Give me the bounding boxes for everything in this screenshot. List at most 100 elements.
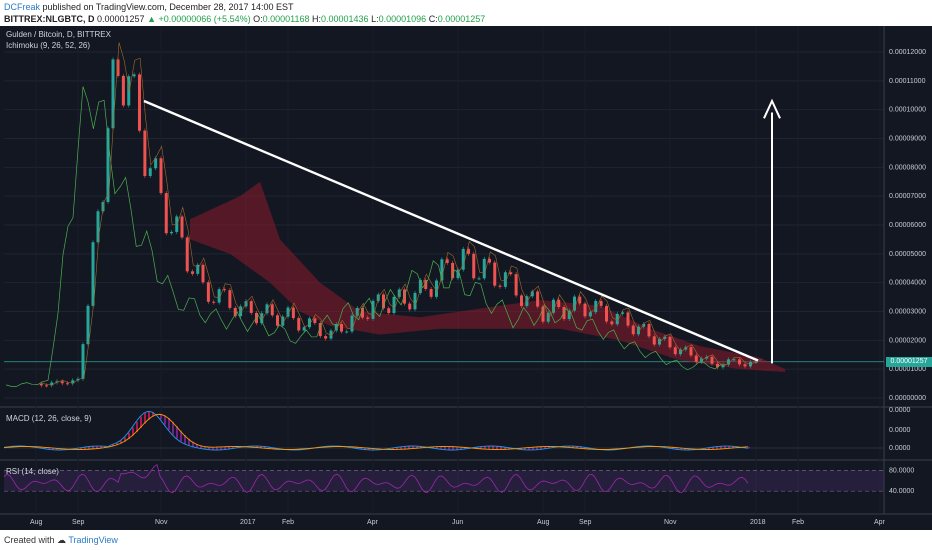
macd-histogram-bar [584, 447, 586, 449]
macd-y-tick: 0.0000 [889, 427, 911, 434]
macd-histogram-bar [672, 447, 674, 449]
macd-histogram-bar [432, 446, 434, 449]
macd-y-tick: 0.0000 [889, 407, 911, 414]
macd-histogram-bar [148, 411, 150, 420]
macd-histogram-bar [720, 446, 722, 450]
macd-histogram-bar [268, 446, 270, 449]
tradingview-logo-icon[interactable]: ☁ [57, 535, 67, 545]
macd-histogram-bar [180, 430, 182, 442]
macd-histogram-bar [176, 426, 178, 439]
macd-histogram-bar [408, 446, 410, 449]
target-arrow-head [763, 98, 781, 119]
x-tick-label: 2017 [240, 519, 256, 526]
macd-histogram-bar [748, 446, 750, 449]
macd-histogram-bar [704, 448, 706, 450]
x-tick-label: Aug [537, 519, 550, 526]
macd-histogram-bar [220, 446, 222, 450]
x-tick-label: Apr [367, 519, 379, 526]
macd-histogram-bar [524, 447, 526, 450]
macd-histogram-bar [476, 447, 478, 449]
price-change: ▲ +0.00000066 (+5.54%) [147, 14, 251, 24]
macd-label[interactable]: MACD (12, 26, close, 9) [6, 414, 92, 423]
macd-histogram-bar [532, 447, 534, 450]
macd-histogram-bar [504, 447, 506, 450]
macd-histogram-bar [92, 446, 94, 450]
macd-histogram-bar [528, 447, 530, 450]
macd-histogram-bar [112, 444, 114, 447]
macd-histogram-bar [508, 447, 510, 450]
macd-histogram-bar [724, 446, 726, 449]
close-label: C: [428, 14, 438, 24]
macd-histogram-bar [416, 446, 418, 449]
author-link[interactable]: DCFreak [4, 2, 41, 12]
symbol-label: BITTREX:NLGBTC, D [4, 14, 95, 24]
ichimoku-label[interactable]: Ichimoku (9, 26, 52, 26) [6, 41, 91, 50]
chart-canvas[interactable]: 0.00012000 0.00011000 0.00010000 0.00009000… [0, 26, 932, 530]
macd-signal-line [3, 413, 749, 450]
low-label: L: [371, 14, 379, 24]
macd-histogram-bar [144, 412, 146, 424]
macd-line [3, 410, 749, 451]
close-value: 0.00001257 [437, 14, 486, 24]
ohlc-line: BITTREX:NLGBTC, D 0.00001257 ▲ +0.000000… [4, 14, 485, 24]
macd-histogram-bar [460, 447, 462, 450]
macd-histogram-bar [100, 446, 102, 449]
tradingview-brand[interactable]: TradingView [68, 535, 118, 545]
macd-histogram-bar [80, 447, 82, 450]
y-tick-label: 0.00012000 [889, 49, 926, 56]
x-tick-label: Feb [792, 519, 804, 526]
macd-histogram-bar [548, 446, 550, 449]
y-tick-label: 0.00004000 [889, 280, 926, 287]
y-tick-label: 0.00007000 [889, 193, 926, 200]
low-value: 0.00001096 [378, 14, 427, 24]
macd-histogram-bar [272, 447, 274, 449]
footer: Created with ☁ TradingView [0, 530, 932, 550]
macd-histogram-bar [728, 446, 730, 449]
macd-histogram-bar [88, 446, 90, 450]
macd-histogram-bar [368, 448, 370, 450]
macd-histogram-bar [132, 427, 134, 436]
macd-histogram-bar [208, 447, 210, 450]
macd-histogram-bar [252, 446, 254, 448]
macd-histogram-bar [568, 446, 570, 448]
macd-histogram-bar [200, 445, 202, 449]
y-tick-label: 0.00006000 [889, 222, 926, 229]
created-with: Created with [4, 535, 55, 545]
macd-histogram-bar [260, 446, 262, 448]
macd-histogram-bar [196, 444, 198, 448]
macd-histogram-bar [120, 440, 122, 444]
rsi-label[interactable]: RSI (14, close) [6, 467, 59, 476]
x-tick-label: 2018 [750, 519, 766, 526]
macd-histogram-bar [256, 446, 258, 448]
macd-histogram-bar [164, 415, 166, 425]
macd-histogram-bar [520, 448, 522, 450]
macd-histogram-bar [360, 447, 362, 450]
publish-info: published on TradingView.com, December 2… [40, 2, 294, 12]
open-value: 0.00001168 [262, 14, 310, 24]
open-label: O: [253, 14, 263, 24]
macd-histogram-bar [372, 448, 374, 450]
macd-histogram-bar [396, 447, 398, 450]
publish-line: DCFreak published on TradingView.com, De… [4, 2, 294, 12]
y-tick-label: 0.00003000 [889, 309, 926, 316]
y-tick-label: 0.00002000 [889, 337, 926, 344]
macd-histogram-bar [224, 446, 226, 450]
macd-y-tick: 0.0000 [889, 445, 911, 452]
macd-histogram-bar [96, 446, 98, 449]
macd-histogram-bar [56, 448, 58, 450]
macd-histogram-bar [216, 447, 218, 450]
macd-histogram-bar [404, 446, 406, 450]
macd-histogram-bar [60, 448, 62, 450]
y-tick-label: 0.00008000 [889, 164, 926, 171]
macd-histogram-bar [192, 441, 194, 447]
macd-histogram-bar [684, 448, 686, 450]
chart-frame[interactable]: 0.00012000 0.00011000 0.00010000 0.00009000… [0, 26, 932, 530]
macd-histogram-bar [712, 447, 714, 450]
macd-histogram-bar [540, 446, 542, 450]
macd-histogram-bar [716, 446, 718, 450]
macd-histogram-bar [688, 448, 690, 450]
macd-histogram-bar [668, 446, 670, 449]
x-tick-label: Aug [30, 519, 43, 526]
trend-line [143, 99, 759, 362]
main-pane-title: Gulden / Bitcoin, D, BITTREX [6, 30, 111, 39]
